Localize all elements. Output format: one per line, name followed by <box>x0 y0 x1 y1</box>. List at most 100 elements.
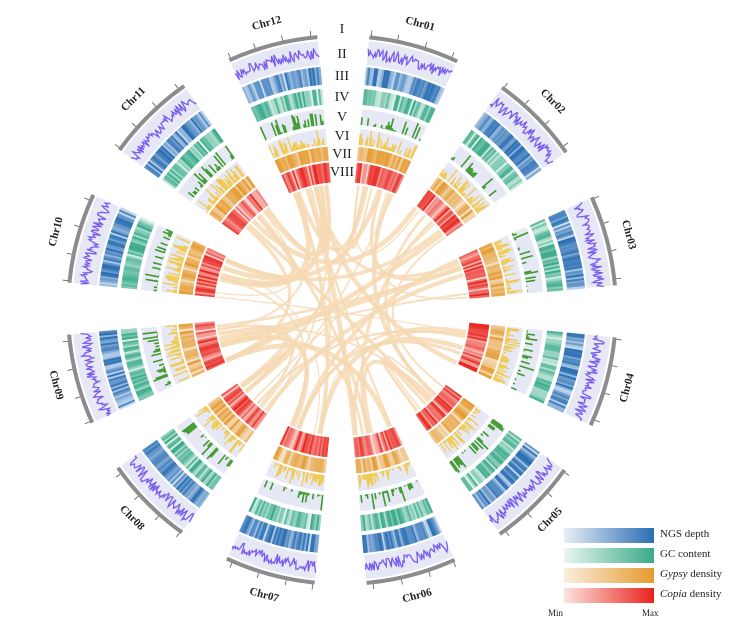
repeat-hist-bar <box>320 494 324 511</box>
gypsy-hist-bar <box>311 144 314 147</box>
gypsy-hist-bar <box>235 437 238 440</box>
copia-heat-cell <box>195 289 216 294</box>
gypsy-hist-bar <box>506 288 512 291</box>
gypsy-hist-bar <box>496 370 505 375</box>
gypsy-hist-bar <box>502 268 506 271</box>
gypsy-heat-cell <box>399 447 408 462</box>
legend-item-gypsy-density: Gypsy density <box>564 566 726 586</box>
gypsy-hist-bar <box>402 154 404 156</box>
ngs-heat-cell <box>566 334 585 339</box>
ngs-heat-cell <box>177 476 191 492</box>
gc-heat-cell <box>537 371 554 379</box>
ideogram-tick <box>75 396 81 399</box>
ngs-heat-cell <box>112 225 130 235</box>
gypsy-hist-bar <box>204 408 210 413</box>
ngs-heat-cell <box>522 162 539 176</box>
gypsy-hist-bar <box>320 474 323 485</box>
ngs-heat-cell <box>274 74 282 93</box>
ngs-heat-cell <box>183 481 197 497</box>
gypsy-hist-bar <box>223 434 234 445</box>
gypsy-heat-cell <box>322 146 327 162</box>
gypsy-hist-bar <box>470 204 472 206</box>
gypsy-hist-bar <box>459 187 466 194</box>
gc-heat-cell <box>542 356 559 363</box>
gypsy-heat-cell <box>226 416 239 429</box>
gc-heat-cell <box>174 162 189 175</box>
gypsy-hist-bar <box>206 208 210 212</box>
gypsy-hist-bar <box>505 335 510 338</box>
copia-heat-cell <box>461 256 481 266</box>
ngs-heat-cell <box>299 69 306 88</box>
ngs-heat-cell <box>311 67 317 86</box>
gypsy-hist-bar <box>295 141 299 151</box>
copia-heat-cell <box>226 215 244 231</box>
ngs-heat-cell <box>367 534 373 553</box>
gypsy-hist-bar <box>448 436 457 447</box>
gypsy-hist-bar <box>291 469 296 480</box>
gypsy-hist-bar <box>501 356 509 360</box>
gypsy-heat-cell <box>397 448 405 463</box>
gypsy-hist-bar <box>391 468 394 471</box>
ngs-heat-cell <box>190 487 204 504</box>
gc-heat-cell <box>189 459 203 474</box>
gc-heat-cell <box>463 475 475 490</box>
copia-heat-cell <box>468 324 490 329</box>
gc-heat-cell <box>399 96 407 113</box>
ngs-heat-cell <box>170 134 185 150</box>
gypsy-hist-bar <box>176 343 180 346</box>
gypsy-hist-bar <box>386 145 390 151</box>
ngs-heat-cell <box>99 277 119 282</box>
repeat-hist-bar <box>468 169 474 175</box>
gc-heat-cell <box>126 358 143 365</box>
gypsy-hist-bar <box>461 192 466 196</box>
ngs-heat-cell <box>101 350 121 357</box>
gc-heat-cell <box>403 98 411 115</box>
ngs-heat-cell <box>99 337 118 343</box>
repeat-hist-bar <box>197 181 204 187</box>
gc-heat-cell <box>199 138 212 153</box>
gc-heat-cell <box>494 161 509 174</box>
ngs-heat-cell <box>399 74 407 93</box>
copia-heat-cell <box>227 391 245 406</box>
gypsy-heat-cell <box>209 397 223 409</box>
ngs-heat-cell <box>101 267 120 273</box>
gypsy-hist-bar <box>240 442 244 445</box>
copia-heat-cell <box>458 360 478 371</box>
gc-heat-cell <box>531 389 547 399</box>
gc-heat-cell <box>301 512 307 529</box>
repeat-hist-bar <box>449 461 458 473</box>
gc-heat-cell <box>190 146 203 160</box>
gc-heat-cell <box>375 91 381 108</box>
copia-heat-cell <box>224 387 242 402</box>
ngs-heat-cell <box>114 392 133 401</box>
gypsy-hist-bar <box>400 464 403 466</box>
gypsy-heat-cell <box>487 268 502 275</box>
repeat-hist-bar <box>303 120 307 128</box>
ngs-heat-cell <box>491 127 506 143</box>
ngs-heat-cell <box>116 397 135 407</box>
gypsy-heat-cell <box>392 450 401 465</box>
track-label-viii: VIII <box>330 165 354 180</box>
gc-heat-cell <box>197 139 211 154</box>
gypsy-heat-cell <box>239 180 251 193</box>
gypsy-hist-bar <box>233 437 237 441</box>
ideogram-arc <box>500 85 568 154</box>
gypsy-heat-cell <box>230 420 242 433</box>
gypsy-hist-bar <box>369 473 373 487</box>
ngs-heat-cell <box>116 395 134 405</box>
ngs-heat-cell <box>562 356 581 363</box>
ngs-heat-cell <box>488 480 502 497</box>
gypsy-hist-bar <box>238 444 246 453</box>
copia-heat-cell <box>237 203 254 220</box>
gc-heat-cell <box>535 233 552 242</box>
gypsy-hist-bar <box>268 145 275 159</box>
copia-heat-cell <box>323 436 328 458</box>
gc-heat-cell <box>537 373 554 381</box>
gypsy-hist-bar <box>458 427 462 431</box>
gc-heat-cell <box>373 513 379 530</box>
gypsy-heat-cell <box>490 327 505 332</box>
gypsy-heat-cell <box>486 265 501 273</box>
ngs-heat-cell <box>103 257 122 264</box>
gypsy-heat-cell <box>243 430 255 444</box>
copia-heat-cell <box>467 281 488 288</box>
